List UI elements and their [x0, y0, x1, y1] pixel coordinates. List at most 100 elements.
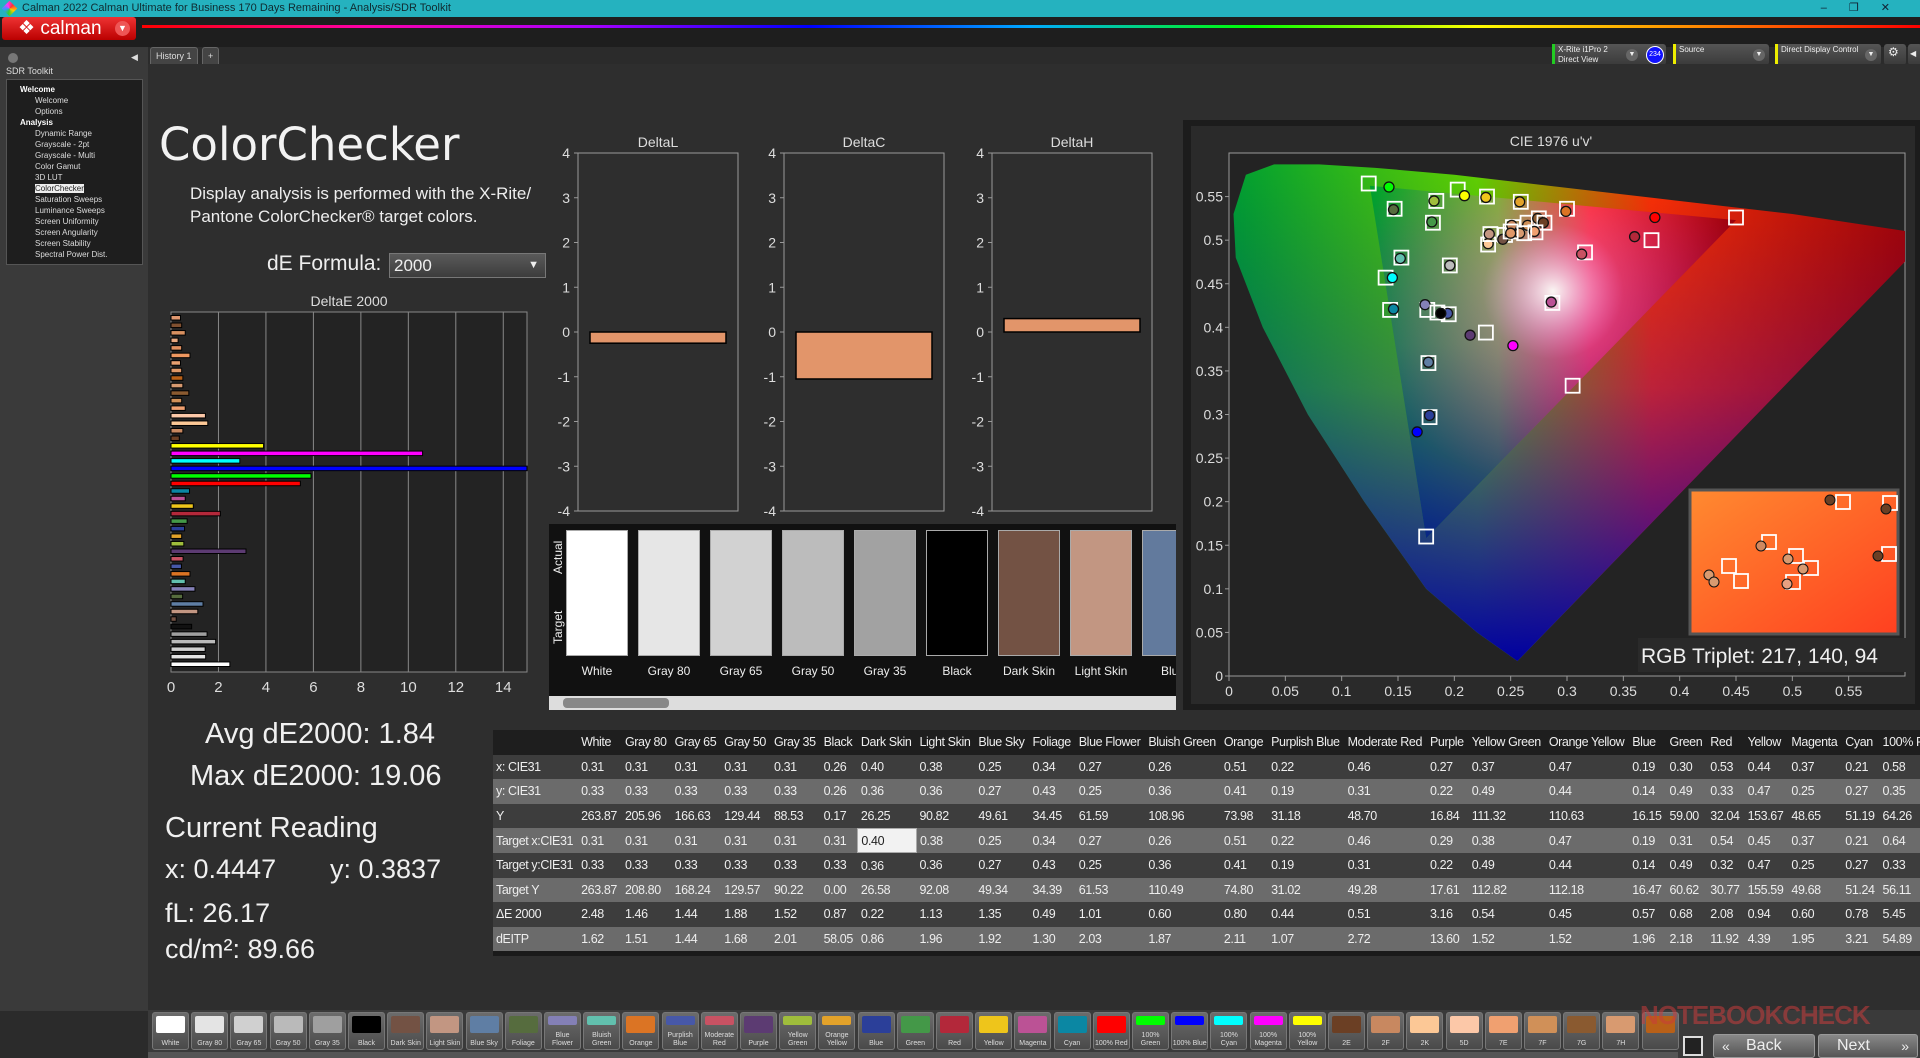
swatch-button[interactable]: Gray 65 — [230, 1012, 268, 1050]
tree-item[interactable]: Screen Stability — [11, 238, 138, 249]
tree-group[interactable]: Welcome — [20, 85, 55, 94]
settings-gear-icon[interactable]: ⚙ — [1884, 44, 1906, 65]
swatch-button[interactable]: 5D — [1445, 1012, 1483, 1050]
workflow-tree[interactable]: Welcome Welcome Options Analysis Dynamic Ran… — [6, 79, 143, 265]
swatch-button[interactable]: 7F — [1524, 1012, 1561, 1050]
window-controls[interactable]: –❐✕ — [1821, 0, 1912, 17]
swatch-button[interactable]: Moderate Red — [700, 1012, 738, 1050]
zoom-inset — [1688, 488, 1900, 636]
column-header: Gray 80 — [624, 735, 667, 750]
swatch-button[interactable]: Orange Yellow — [818, 1012, 856, 1050]
swatch-button[interactable]: Blue Flower — [544, 1012, 581, 1050]
swatch-button[interactable]: Magenta — [1014, 1012, 1052, 1050]
swatch-button[interactable]: 100% Blue — [1171, 1012, 1209, 1050]
swatch-button[interactable]: 100% Cyan — [1210, 1012, 1248, 1050]
swatch-button[interactable]: Blue — [857, 1012, 895, 1050]
swatch-button[interactable]: Orange — [622, 1012, 660, 1050]
swatch-button[interactable]: Black — [348, 1012, 385, 1050]
swatch-button[interactable]: 100% Magenta — [1249, 1012, 1287, 1050]
swatch-button[interactable]: Purple — [740, 1012, 777, 1050]
swatch[interactable]: Gray 65 — [710, 530, 772, 690]
swatch-button[interactable]: Yellow Green — [779, 1012, 817, 1050]
chevron-down-icon[interactable]: ▼ — [1865, 49, 1877, 61]
swatch-button[interactable]: Gray 35 — [308, 1012, 346, 1050]
swatch-button[interactable]: Green — [896, 1012, 934, 1050]
chevron-down-icon[interactable]: ▼ — [115, 21, 130, 36]
horizontal-scrollbar[interactable] — [549, 696, 1176, 710]
add-tab-button[interactable]: + — [201, 47, 220, 65]
swatch-button[interactable]: Blue Sky — [465, 1012, 503, 1050]
stop-icon[interactable] — [1683, 1036, 1703, 1056]
tree-item[interactable]: 3D LUT — [11, 172, 138, 183]
swatch-button[interactable]: 100% Red — [1092, 1012, 1130, 1050]
tree-item[interactable]: Saturation Sweeps — [11, 194, 138, 205]
swatch-button[interactable]: Foliage — [504, 1012, 542, 1050]
swatch-target — [710, 593, 772, 656]
delta-bar — [795, 331, 933, 380]
collapse-right-icon[interactable]: ◀ — [1908, 44, 1920, 65]
calman-menu-button[interactable]: ❖ calman ▼ — [2, 17, 136, 40]
swatch[interactable]: Gray 50 — [782, 530, 844, 690]
swatch[interactable]: Black — [926, 530, 988, 690]
pin-icon[interactable] — [8, 53, 18, 63]
swatch-button[interactable]: Yellow — [975, 1012, 1013, 1050]
swatch[interactable]: Light Skin — [1070, 530, 1132, 690]
tree-item[interactable]: Welcome — [11, 95, 138, 106]
swatch-button[interactable]: 100% Yellow — [1288, 1012, 1326, 1050]
collapse-sidebar-icon[interactable]: ◀ — [131, 52, 138, 62]
swatch[interactable]: Dark Skin — [998, 530, 1060, 690]
minimize-button[interactable]: – — [1820, 2, 1849, 14]
meter-selector[interactable]: X-Rite i1Pro 2 Direct View ▼ — [1552, 44, 1666, 65]
swatch-button[interactable]: 2K — [1406, 1012, 1444, 1050]
tree-item[interactable]: Options — [11, 106, 138, 117]
tree-item[interactable]: Screen Angularity — [11, 227, 138, 238]
close-button[interactable]: ✕ — [1880, 2, 1912, 14]
swatch-button[interactable]: 7E — [1484, 1012, 1522, 1050]
swatch-button[interactable]: 7G — [1563, 1012, 1601, 1050]
de-formula-select[interactable]: 2000 ▼ — [389, 253, 546, 278]
tree-item[interactable]: Spectral Power Dist. — [11, 249, 138, 260]
swatch[interactable]: Gray 80 — [638, 530, 700, 690]
swatch-button[interactable]: Dark Skin — [387, 1012, 425, 1050]
swatch-button[interactable]: 2F — [1367, 1012, 1405, 1050]
source-selector[interactable]: Source ▼ — [1673, 44, 1769, 65]
swatch-button[interactable]: White — [152, 1012, 189, 1050]
swatch-chip — [273, 1016, 303, 1033]
swatch-button[interactable]: Cyan — [1053, 1012, 1091, 1050]
swatch-button[interactable]: 2E — [1328, 1012, 1365, 1050]
tree-group[interactable]: Analysis — [20, 118, 53, 127]
chevron-down-icon[interactable]: ▼ — [1626, 49, 1638, 61]
swatch-button[interactable]: 100% Green — [1132, 1012, 1169, 1050]
tree-item[interactable]: Luminance Sweeps — [11, 205, 138, 216]
tree-item[interactable]: ColorChecker — [11, 183, 138, 194]
tree-item[interactable]: Grayscale - Multi — [11, 150, 138, 161]
tree-item[interactable]: Screen Uniformity — [11, 216, 138, 227]
swatch-button[interactable] — [1641, 1012, 1679, 1050]
swatch[interactable]: White — [566, 530, 628, 690]
swatch-button[interactable]: Bluish Green — [583, 1012, 621, 1050]
swatch-button[interactable]: Gray 50 — [269, 1012, 307, 1050]
swatch-button[interactable]: Gray 80 — [191, 1012, 229, 1050]
chevron-down-icon[interactable]: ▼ — [1753, 49, 1765, 61]
swatch[interactable]: Gray 35 — [854, 530, 916, 690]
swatch-button[interactable]: Purplish Blue — [661, 1012, 699, 1050]
target-point — [1479, 188, 1495, 205]
horizontal-scrollbar[interactable] — [148, 1052, 1678, 1058]
table-cell: 0.49 — [1471, 784, 1495, 799]
swatch-button[interactable]: Light Skin — [426, 1012, 464, 1050]
deltae-bar — [170, 412, 206, 419]
scrollbar-thumb[interactable] — [563, 698, 669, 708]
display-control-selector[interactable]: Direct Display Control ▼ — [1775, 44, 1881, 65]
maximize-button[interactable]: ❐ — [1848, 2, 1881, 14]
table-cell[interactable]: 0.40 — [857, 827, 917, 854]
swatch[interactable]: Blue — [1142, 530, 1176, 690]
back-button[interactable]: Back « — [1713, 1034, 1815, 1058]
swatch-button[interactable]: Red — [936, 1012, 973, 1050]
tree-item[interactable]: Grayscale - 2pt — [11, 139, 138, 150]
next-button[interactable]: Next » — [1818, 1034, 1918, 1058]
tree-item[interactable]: Color Gamut — [11, 161, 138, 172]
tab-history-1[interactable]: History 1 — [150, 47, 198, 65]
swatch-button-label: Moderate Red — [704, 1032, 735, 1047]
swatch-button[interactable]: 7H — [1602, 1012, 1640, 1050]
tree-item[interactable]: Dynamic Range — [11, 128, 138, 139]
